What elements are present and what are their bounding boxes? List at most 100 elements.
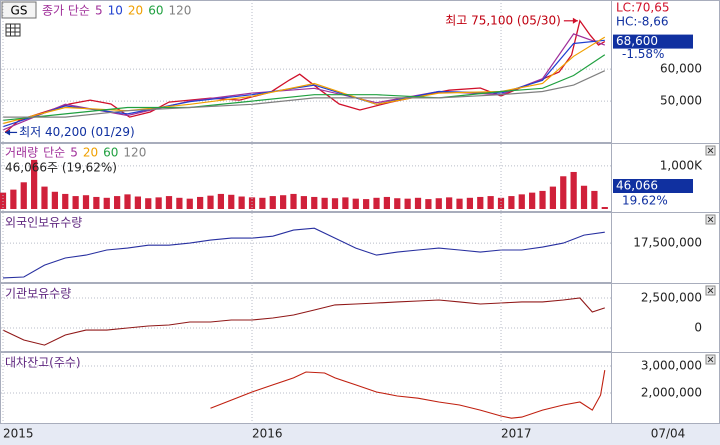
y-tick-label: 2,500,000 <box>641 290 702 304</box>
data-line <box>2 227 605 279</box>
close-button[interactable] <box>705 145 716 156</box>
volume-bar <box>342 197 349 209</box>
volume-bar <box>207 195 214 209</box>
volume-bar <box>487 196 494 209</box>
ma-line <box>2 33 606 131</box>
legend-entry: 120 <box>123 146 146 160</box>
stock-code: GS <box>11 4 28 18</box>
close-buttons <box>705 145 716 365</box>
data-line <box>2 297 605 346</box>
x-tick-label: 2015 <box>3 427 34 441</box>
volume-bar <box>217 193 224 209</box>
volume-bar <box>93 196 100 209</box>
ma-label: 종가 단순 <box>42 4 90 18</box>
volume-bar <box>238 196 245 209</box>
panel-title: 대차잔고(주수) <box>5 356 81 370</box>
close-button[interactable] <box>705 285 716 296</box>
close-button[interactable] <box>705 214 716 225</box>
legend-entry: 60 <box>103 146 118 160</box>
panel-title: 거래량 <box>5 146 38 160</box>
volume-bar <box>10 189 17 209</box>
volume-bar <box>435 198 442 209</box>
volume-bar <box>404 198 411 209</box>
volume-label: 46,066주 (19,62%) <box>5 161 117 175</box>
volume-bar <box>82 195 90 209</box>
volume-bar <box>155 197 162 209</box>
volume-bar <box>41 186 48 209</box>
volume-bar <box>228 194 235 209</box>
volume-bar <box>497 197 505 209</box>
legend-entry: 5 <box>95 4 103 18</box>
volume-bar <box>259 197 266 209</box>
ma-line <box>2 54 606 121</box>
volume-bar <box>134 196 141 209</box>
y-tick-label: 1,000K <box>660 158 703 172</box>
volume-bar <box>20 182 27 209</box>
ma-line <box>2 36 606 125</box>
volume-bar <box>456 198 463 209</box>
lc-label: LC:70,65 <box>616 1 669 15</box>
current-date: 07/04 <box>651 427 686 441</box>
panel-title: 기관보유수량 <box>5 287 71 301</box>
volume-bar <box>300 196 307 209</box>
low-label: 최저 40,200 (01/29) <box>19 125 135 139</box>
volume-bar <box>446 197 453 209</box>
volume-bar <box>145 198 152 209</box>
close-button[interactable] <box>705 354 716 365</box>
volume-bar <box>539 190 546 209</box>
x-tick-label: 2017 <box>501 427 532 441</box>
x-tick-label: 2016 <box>252 427 283 441</box>
code-box[interactable] <box>1 1 37 19</box>
volume-bar <box>186 198 193 209</box>
grid-icon[interactable] <box>5 23 21 37</box>
volume-bar <box>103 197 110 209</box>
volume-bar <box>560 176 567 209</box>
x-axis-strip <box>0 424 720 445</box>
volume-bar <box>165 196 173 209</box>
legend-entry: 10 <box>108 4 123 18</box>
volume-bar <box>508 196 515 209</box>
ma-label: 단순 <box>43 146 65 160</box>
volume-bar <box>311 196 318 209</box>
volume-bar <box>280 195 287 209</box>
low-arrow-head <box>5 129 11 136</box>
volume-bar <box>363 199 370 209</box>
change-label: -1.58% <box>622 47 664 61</box>
volume-bar <box>0 192 7 209</box>
volume-bar <box>31 159 38 209</box>
ratio-label: 19.62% <box>622 194 668 208</box>
volume-bar <box>197 196 204 209</box>
high-label: 최고 75,100 (05/30) <box>445 13 561 27</box>
volume-bar <box>248 197 256 209</box>
data-line <box>210 370 606 419</box>
y-tick-label: 2,000,000 <box>641 386 702 400</box>
volume-bar <box>570 171 577 209</box>
volume-bar <box>591 190 598 209</box>
high-arrow-head <box>572 17 578 24</box>
volume-bar <box>72 196 79 209</box>
y-tick-label: 3,000,000 <box>641 359 702 373</box>
volume-bar <box>269 196 276 209</box>
volume-bar <box>62 193 69 209</box>
last-price-label: 68,600 <box>616 34 658 48</box>
volume-bar <box>394 198 401 209</box>
last-volume-box <box>613 179 693 193</box>
volume-bar <box>414 197 422 209</box>
volume-bar <box>51 191 58 209</box>
y-tick-label: 50,000 <box>660 94 702 108</box>
volume-bar <box>114 196 121 209</box>
volume-bar <box>601 207 608 209</box>
volume-bar <box>477 196 484 209</box>
volume-bar <box>124 194 131 209</box>
last-price-box <box>613 34 693 49</box>
legend-entry: 20 <box>83 146 98 160</box>
volume-bar <box>373 197 380 209</box>
volume-bar <box>580 185 588 209</box>
legend-entry: 5 <box>70 146 78 160</box>
y-tick-label: 60,000 <box>660 62 702 76</box>
volume-bar <box>518 194 525 209</box>
volume-bar <box>321 197 328 209</box>
volume-bar <box>290 193 297 209</box>
